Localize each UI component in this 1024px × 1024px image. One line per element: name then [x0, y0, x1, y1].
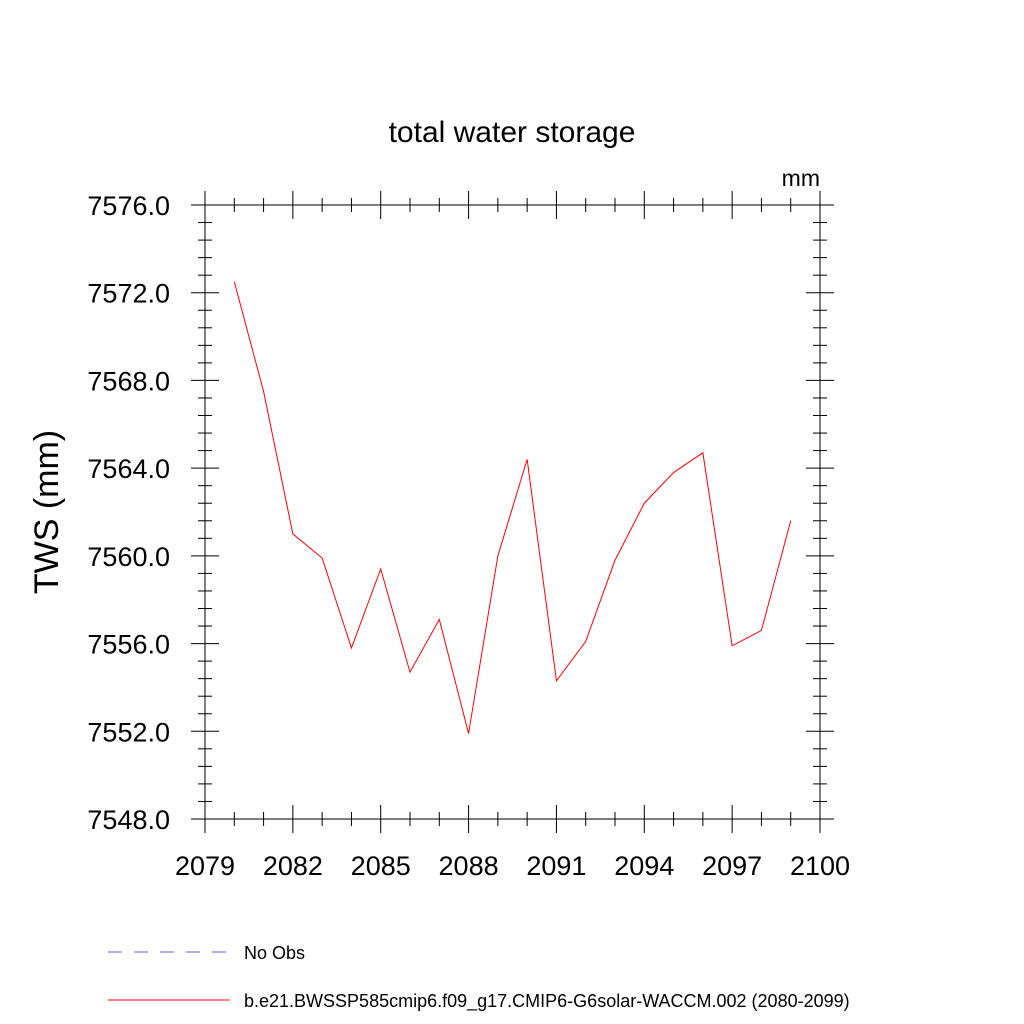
x-tick-label: 2100 [790, 851, 850, 881]
units-label: mm [782, 165, 820, 191]
y-tick-label: 7552.0 [87, 717, 170, 747]
legend-label: No Obs [244, 943, 305, 963]
y-tick-label: 7572.0 [87, 279, 170, 309]
y-tick-label: 7556.0 [87, 630, 170, 660]
series-line [233, 281, 792, 734]
legend-label: b.e21.BWSSP585cmip6.f09_g17.CMIP6-G6sola… [244, 991, 850, 1012]
legend: No Obs b.e21.BWSSP585cmip6.f09_g17.CMIP6-… [108, 943, 850, 1012]
axis-tick-labels: 2079 2082 2085 2088 2091 2094 2097 2100 7548.0 75… [87, 191, 850, 881]
x-tick-label: 2085 [351, 851, 411, 881]
x-tick-label: 2088 [439, 851, 499, 881]
y-tick-label: 7568.0 [87, 366, 170, 396]
x-tick-label: 2079 [175, 851, 235, 881]
x-tick-label: 2082 [263, 851, 323, 881]
x-tick-label: 2094 [614, 851, 674, 881]
plot-frame [204, 204, 821, 820]
chart-title: total water storage [389, 116, 636, 149]
y-tick-label: 7576.0 [87, 191, 170, 221]
y-tick-label: 7548.0 [87, 805, 170, 835]
x-tick-label: 2091 [526, 851, 586, 881]
axis-ticks [191, 191, 834, 833]
y-tick-label: 7564.0 [87, 454, 170, 484]
series-layer [233, 281, 792, 734]
y-axis-label: TWS (mm) [28, 430, 66, 594]
y-tick-label: 7560.0 [87, 542, 170, 572]
x-tick-label: 2097 [702, 851, 762, 881]
